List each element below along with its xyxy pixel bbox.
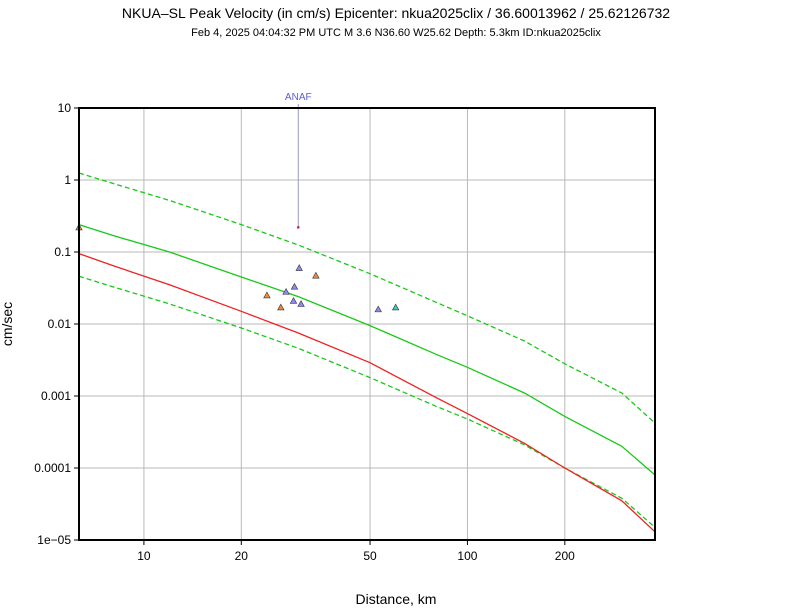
y-axis-label: cm/sec <box>0 302 15 346</box>
dashed-curve <box>78 172 656 424</box>
station-point-marker[interactable] <box>263 291 271 299</box>
solid-curve <box>78 223 656 476</box>
chart-title: NKUA–SL Peak Velocity (in cm/s) Epicente… <box>122 5 670 21</box>
y-tick-label: 0.001 <box>41 389 71 403</box>
x-tick-label: 10 <box>137 549 151 563</box>
annotation-point <box>296 226 300 229</box>
station-point-marker[interactable] <box>391 303 400 311</box>
x-tick-label: 200 <box>555 549 575 563</box>
x-axis-label: Distance, km <box>356 591 437 607</box>
x-tick-label: 20 <box>235 549 249 563</box>
x-tick-label: 100 <box>457 549 477 563</box>
station-point-marker[interactable] <box>282 287 290 295</box>
station-point-marker[interactable] <box>289 296 298 304</box>
station-point-marker[interactable] <box>312 271 320 279</box>
curve-series <box>78 172 656 533</box>
grid-lines <box>79 108 655 540</box>
x-tick-label: 50 <box>363 549 377 563</box>
y-tick-label: 1e−05 <box>37 533 71 547</box>
station-point-marker[interactable] <box>277 303 285 311</box>
station-annotation-label: ANAF <box>285 92 312 103</box>
tick-labels: 10 20 50 100 200 1e−05 0.0001 0.001 0.01 0.1 1 10 <box>34 101 575 563</box>
y-tick-label: 0.0001 <box>34 461 71 475</box>
station-points <box>75 223 400 313</box>
y-tick-label: 10 <box>58 101 72 115</box>
solid-curve <box>78 252 656 533</box>
station-point-marker[interactable] <box>374 305 382 313</box>
y-tick-label: 1 <box>64 173 71 187</box>
station-point-marker[interactable] <box>295 264 303 271</box>
station-point-marker[interactable] <box>297 300 305 307</box>
station-point-marker[interactable] <box>290 282 299 290</box>
dashed-curve <box>78 275 656 528</box>
annotations: ANAF <box>285 92 312 229</box>
y-tick-label: 0.1 <box>54 245 71 259</box>
chart-subtitle: Feb 4, 2025 04:04:32 PM UTC M 3.6 N36.60… <box>191 27 601 39</box>
y-tick-label: 0.01 <box>48 317 72 331</box>
